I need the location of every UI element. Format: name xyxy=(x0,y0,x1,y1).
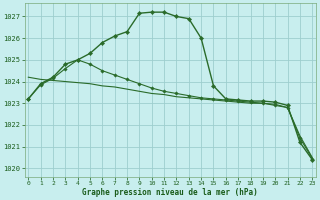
X-axis label: Graphe pression niveau de la mer (hPa): Graphe pression niveau de la mer (hPa) xyxy=(83,188,258,197)
